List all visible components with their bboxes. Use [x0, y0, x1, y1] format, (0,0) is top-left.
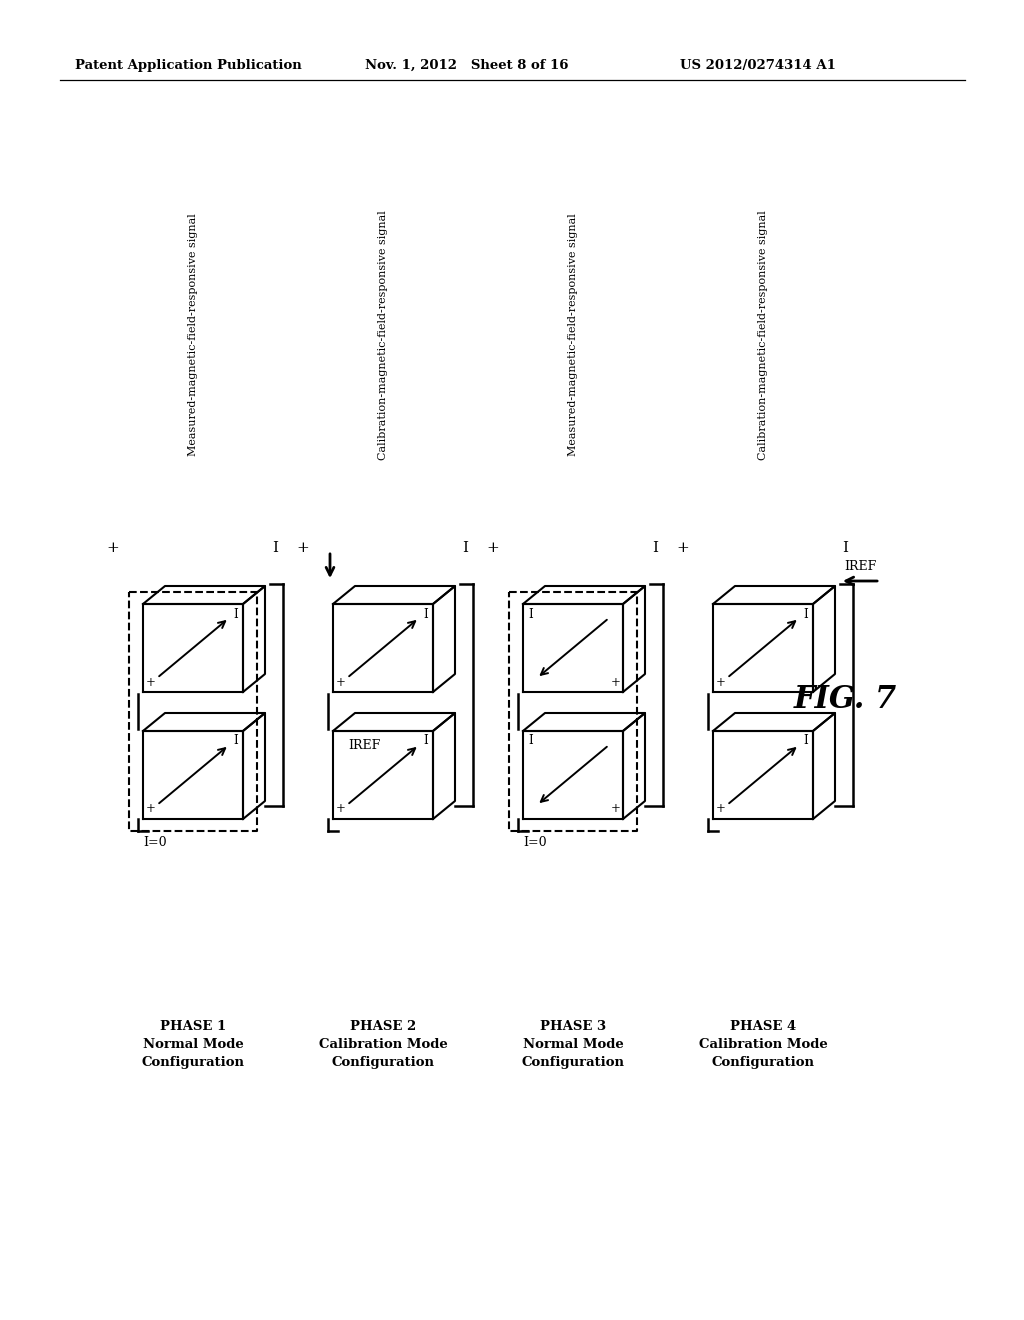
- Text: Patent Application Publication: Patent Application Publication: [75, 58, 302, 71]
- Text: +: +: [146, 803, 156, 816]
- Text: +: +: [336, 803, 346, 816]
- Text: I=0: I=0: [143, 837, 167, 850]
- Text: +: +: [611, 803, 621, 816]
- Text: I: I: [233, 734, 239, 747]
- Text: I: I: [528, 734, 534, 747]
- Text: PHASE 1
Normal Mode
Configuration: PHASE 1 Normal Mode Configuration: [141, 1020, 245, 1069]
- Text: Nov. 1, 2012   Sheet 8 of 16: Nov. 1, 2012 Sheet 8 of 16: [365, 58, 568, 71]
- Text: I: I: [528, 607, 534, 620]
- Text: +: +: [611, 676, 621, 689]
- Text: Calibration-magnetic-field-responsive signal: Calibration-magnetic-field-responsive si…: [758, 210, 768, 459]
- Text: Calibration-magnetic-field-responsive signal: Calibration-magnetic-field-responsive si…: [378, 210, 388, 459]
- Text: +: +: [677, 541, 689, 554]
- Text: US 2012/0274314 A1: US 2012/0274314 A1: [680, 58, 836, 71]
- Text: I: I: [424, 607, 428, 620]
- Text: +: +: [297, 541, 309, 554]
- Text: I: I: [233, 607, 239, 620]
- Text: +: +: [336, 676, 346, 689]
- Text: PHASE 2
Calibration Mode
Configuration: PHASE 2 Calibration Mode Configuration: [318, 1020, 447, 1069]
- Text: I: I: [462, 541, 468, 554]
- Text: FIG. 7: FIG. 7: [794, 685, 897, 715]
- Text: I: I: [842, 541, 848, 554]
- Text: PHASE 3
Normal Mode
Configuration: PHASE 3 Normal Mode Configuration: [521, 1020, 625, 1069]
- Text: +: +: [486, 541, 500, 554]
- Text: I=0: I=0: [523, 837, 547, 850]
- Text: I: I: [424, 734, 428, 747]
- Text: Measured-magnetic-field-responsive signal: Measured-magnetic-field-responsive signa…: [188, 214, 198, 457]
- Text: +: +: [146, 676, 156, 689]
- Text: I: I: [652, 541, 658, 554]
- Text: PHASE 4
Calibration Mode
Configuration: PHASE 4 Calibration Mode Configuration: [698, 1020, 827, 1069]
- Text: I: I: [804, 607, 808, 620]
- Text: I: I: [272, 541, 278, 554]
- Text: I: I: [804, 734, 808, 747]
- Text: +: +: [106, 541, 120, 554]
- Text: +: +: [716, 676, 726, 689]
- Text: Measured-magnetic-field-responsive signal: Measured-magnetic-field-responsive signa…: [568, 214, 578, 457]
- Text: +: +: [716, 803, 726, 816]
- Text: IREF: IREF: [348, 739, 380, 752]
- Text: IREF: IREF: [844, 561, 877, 573]
